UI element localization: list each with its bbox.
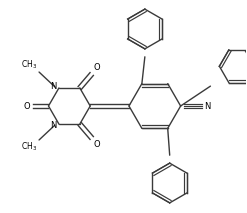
Text: O: O	[94, 140, 100, 149]
Text: N: N	[51, 121, 57, 130]
Text: CH$_3$: CH$_3$	[21, 59, 37, 71]
Text: CH$_3$: CH$_3$	[21, 141, 37, 153]
Text: N: N	[205, 102, 211, 111]
Text: O: O	[24, 102, 31, 111]
Text: O: O	[94, 63, 100, 72]
Text: N: N	[51, 82, 57, 91]
